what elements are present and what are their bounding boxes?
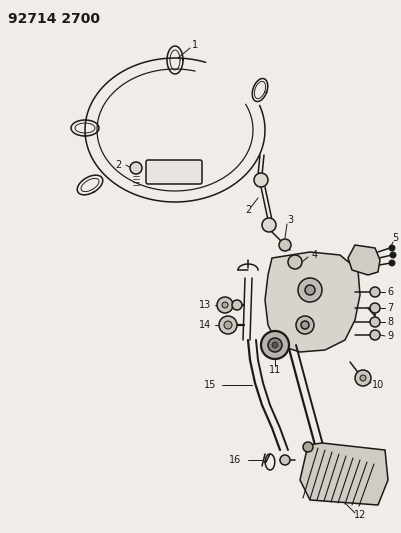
Circle shape [279, 455, 289, 465]
Circle shape [300, 321, 308, 329]
Text: 11: 11 [268, 365, 280, 375]
Circle shape [388, 260, 394, 266]
Text: 16: 16 [228, 455, 241, 465]
Text: 2: 2 [244, 205, 251, 215]
Text: 1: 1 [191, 40, 198, 50]
Text: 9: 9 [386, 331, 392, 341]
Polygon shape [299, 443, 387, 505]
Circle shape [217, 297, 233, 313]
Circle shape [304, 285, 314, 295]
Circle shape [271, 342, 277, 348]
Circle shape [278, 239, 290, 251]
Circle shape [261, 218, 275, 232]
Text: 12: 12 [353, 510, 365, 520]
Circle shape [369, 303, 379, 313]
Text: 10: 10 [371, 380, 383, 390]
Circle shape [221, 302, 227, 308]
Circle shape [219, 316, 237, 334]
Polygon shape [264, 252, 359, 352]
Circle shape [297, 278, 321, 302]
Text: 14: 14 [198, 320, 211, 330]
Text: 13: 13 [198, 300, 211, 310]
Circle shape [369, 317, 379, 327]
Circle shape [223, 321, 231, 329]
Circle shape [287, 255, 301, 269]
Circle shape [267, 338, 281, 352]
Circle shape [359, 375, 365, 381]
Text: 7: 7 [386, 303, 392, 313]
Circle shape [302, 442, 312, 452]
Circle shape [231, 300, 241, 310]
Text: 6: 6 [386, 287, 392, 297]
Circle shape [369, 330, 379, 340]
Circle shape [389, 252, 395, 258]
FancyBboxPatch shape [146, 160, 201, 184]
Circle shape [253, 173, 267, 187]
Text: 92714 2700: 92714 2700 [8, 12, 100, 26]
Circle shape [354, 370, 370, 386]
Text: 5: 5 [391, 233, 397, 243]
Text: 2: 2 [115, 160, 121, 170]
Text: 3: 3 [286, 215, 292, 225]
Circle shape [130, 162, 142, 174]
Circle shape [295, 316, 313, 334]
Text: 15: 15 [203, 380, 216, 390]
Circle shape [388, 245, 394, 251]
Text: 4: 4 [311, 250, 317, 260]
Polygon shape [347, 245, 379, 275]
Circle shape [260, 331, 288, 359]
Circle shape [369, 287, 379, 297]
Text: 8: 8 [386, 317, 392, 327]
